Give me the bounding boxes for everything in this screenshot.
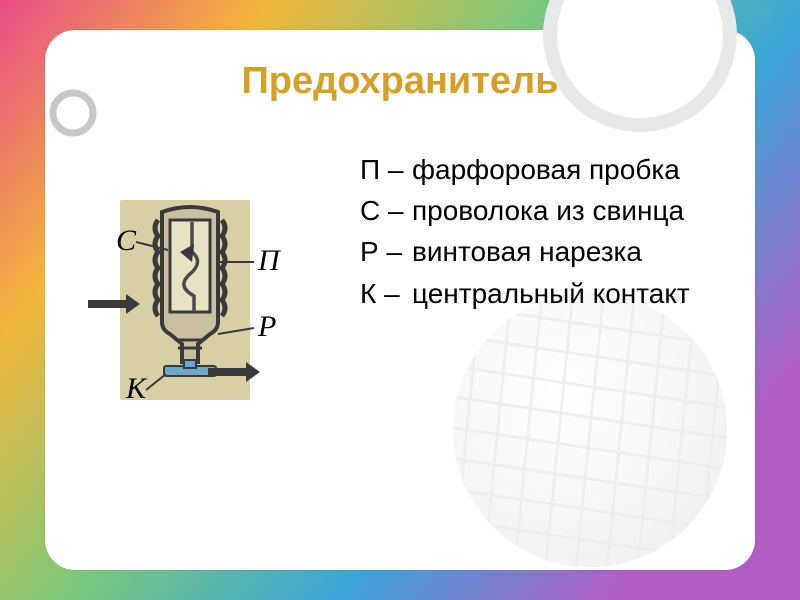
legend-value: винтовая нарезка bbox=[412, 232, 740, 271]
legend-value: центральный контакт bbox=[412, 274, 740, 313]
legend-key: Р – bbox=[360, 232, 412, 271]
legend-row: С –проволока из свинца bbox=[360, 191, 740, 230]
diagram-label-p: П bbox=[257, 244, 282, 277]
legend-row: Р –винтовая нарезка bbox=[360, 232, 740, 271]
diagram-label-c: С bbox=[116, 224, 137, 257]
legend-key: С – bbox=[360, 191, 412, 230]
fuse-diagram: С П Р К bbox=[80, 190, 320, 420]
legend-row: К –центральный контакт bbox=[360, 274, 740, 313]
diagram-label-k: К bbox=[125, 372, 148, 405]
legend-value: фарфоровая пробка bbox=[412, 150, 740, 189]
legend: П –фарфоровая пробкаС –проволока из свин… bbox=[360, 150, 740, 315]
page-title: Предохранитель bbox=[0, 60, 800, 103]
legend-value: проволока из свинца bbox=[412, 191, 740, 230]
legend-row: П –фарфоровая пробка bbox=[360, 150, 740, 189]
legend-key: П – bbox=[360, 150, 412, 189]
diagram-label-r: Р bbox=[257, 310, 276, 343]
legend-key: К – bbox=[360, 274, 412, 313]
